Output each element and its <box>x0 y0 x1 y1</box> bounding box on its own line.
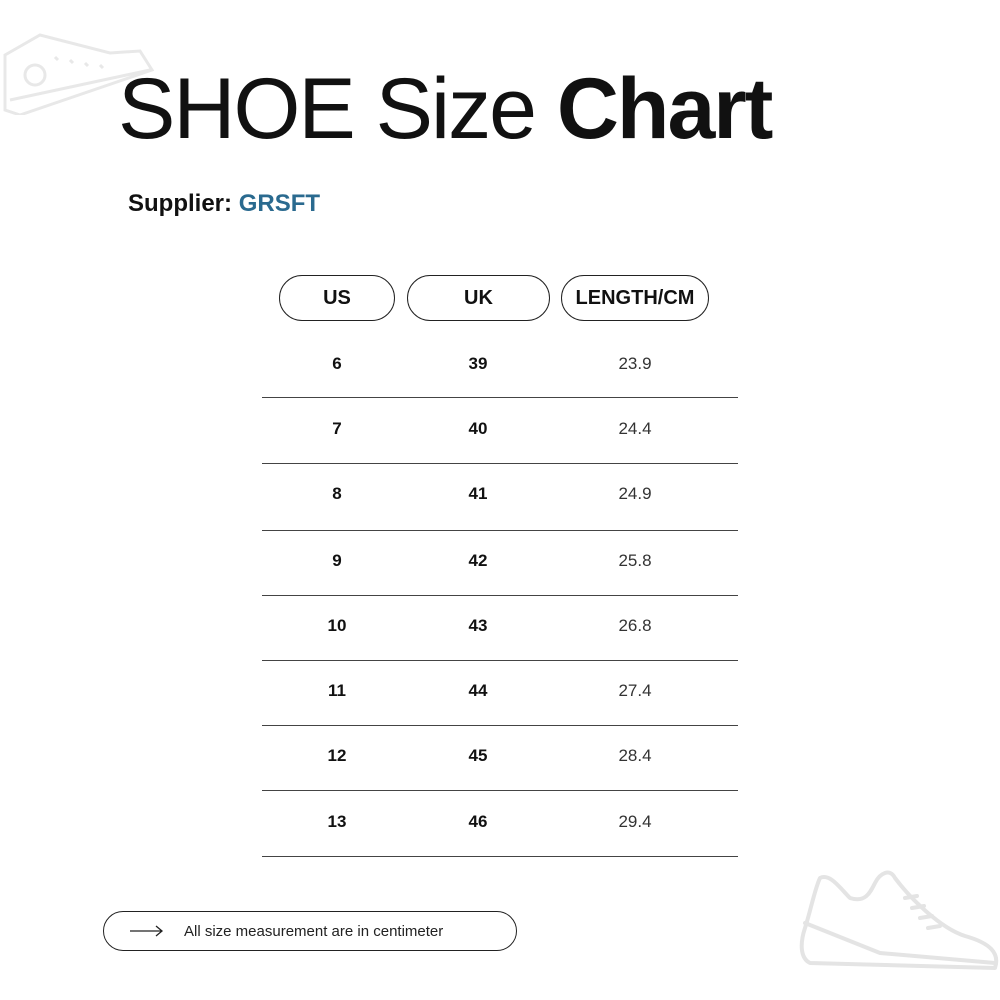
cell-length: 29.4 <box>618 812 652 831</box>
cell-length: 23.9 <box>618 354 652 373</box>
header-us: US <box>279 275 395 321</box>
row-divider <box>262 463 738 464</box>
cell-length: 25.8 <box>618 551 652 570</box>
cell-uk: 41 <box>468 484 488 503</box>
cell-uk: 45 <box>468 746 488 765</box>
cell-length: 28.4 <box>618 746 652 765</box>
supplier-value: GRSFT <box>238 190 321 217</box>
cell-us: 12 <box>327 746 347 765</box>
cell-us: 8 <box>332 484 342 503</box>
cell-us: 13 <box>327 812 347 831</box>
sneaker-high-top-icon <box>3 33 155 115</box>
row-divider <box>262 660 738 661</box>
title-bold: Chart <box>556 61 774 157</box>
cell-uk: 39 <box>468 354 488 373</box>
title-regular: SHOE Size <box>118 61 537 157</box>
cell-us: 10 <box>327 616 347 635</box>
cell-length: 27.4 <box>618 681 652 700</box>
row-divider <box>262 790 738 791</box>
header-uk: UK <box>407 275 550 321</box>
header-length: LENGTH/CM <box>561 275 709 321</box>
page-title: SHOE Size Chart <box>118 66 773 152</box>
sneaker-running-icon <box>799 870 999 970</box>
supplier-label: Supplier: <box>128 190 233 217</box>
cell-length: 24.4 <box>618 419 652 438</box>
supplier: Supplier: GRSFT <box>128 190 320 218</box>
row-divider <box>262 725 738 726</box>
cell-uk: 42 <box>468 551 488 570</box>
footer-text: All size measurement are in centimeter <box>184 922 444 940</box>
cell-uk: 40 <box>468 419 488 438</box>
cell-uk: 44 <box>468 681 488 700</box>
cell-uk: 46 <box>468 812 488 831</box>
row-divider <box>262 595 738 596</box>
row-divider <box>262 856 738 857</box>
cell-us: 9 <box>332 551 342 570</box>
cell-length: 24.9 <box>618 484 652 503</box>
footer-note: All size measurement are in centimeter <box>103 911 517 951</box>
row-divider <box>262 397 738 398</box>
row-divider <box>262 530 738 531</box>
cell-us: 6 <box>332 354 342 373</box>
cell-us: 7 <box>332 419 342 438</box>
cell-length: 26.8 <box>618 616 652 635</box>
cell-us: 11 <box>328 681 346 700</box>
arrow-right-icon <box>130 925 164 937</box>
cell-uk: 43 <box>468 616 488 635</box>
